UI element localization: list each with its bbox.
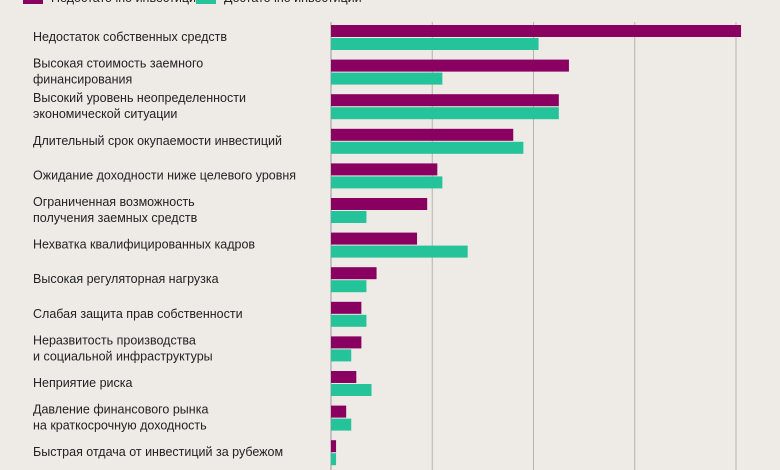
bar <box>331 232 418 245</box>
bar <box>331 371 357 383</box>
category-label: Неприятие риска <box>33 376 133 390</box>
bar <box>331 38 539 50</box>
bar <box>331 163 438 176</box>
bar <box>331 418 352 431</box>
legend-label: Достаточно инвестиций <box>224 0 362 5</box>
category-label: Слабая защита прав собственности <box>33 307 243 321</box>
category-label: Высокая регуляторная нагрузка <box>33 272 219 286</box>
bar <box>331 72 443 85</box>
bar <box>331 336 362 349</box>
category-label: Неразвитость производства и социальной ин… <box>33 333 213 363</box>
bar <box>331 267 377 280</box>
category-label: Длительный срок окупаемости инвестиций <box>33 134 282 148</box>
bar <box>331 59 569 72</box>
bar <box>331 453 337 466</box>
category-label: Давление финансового рынка на краткосрочн… <box>33 403 208 433</box>
bar <box>331 245 468 258</box>
bar <box>331 440 337 453</box>
bar <box>331 384 372 396</box>
bar <box>331 25 742 37</box>
category-label: Недостаток собственных средств <box>33 30 227 44</box>
bar <box>331 176 443 189</box>
bar <box>331 94 559 107</box>
legend-label: Недостаточно инвестиций <box>51 0 203 5</box>
category-label: Ограниченная возможность получения заемны… <box>33 195 198 225</box>
bar <box>331 314 367 327</box>
bar <box>331 280 367 293</box>
bar <box>331 349 352 362</box>
category-label: Быстрая отдача от инвестиций за рубежом <box>33 445 283 459</box>
category-label: Нехватка квалифицированных кадров <box>33 238 255 252</box>
bar <box>331 141 524 154</box>
bar <box>331 128 514 141</box>
category-label: Высокая стоимость заемного финансирования <box>33 57 203 87</box>
category-label: Высокий уровень неопределенности экономич… <box>33 91 246 121</box>
category-label: Ожидание доходности ниже целевого уровня <box>33 168 296 182</box>
legend-swatch <box>196 0 216 4</box>
bar <box>331 211 367 223</box>
bar <box>331 198 428 210</box>
legend-swatch <box>23 0 43 4</box>
bar <box>331 405 347 418</box>
bar <box>331 301 362 314</box>
bar <box>331 107 559 120</box>
